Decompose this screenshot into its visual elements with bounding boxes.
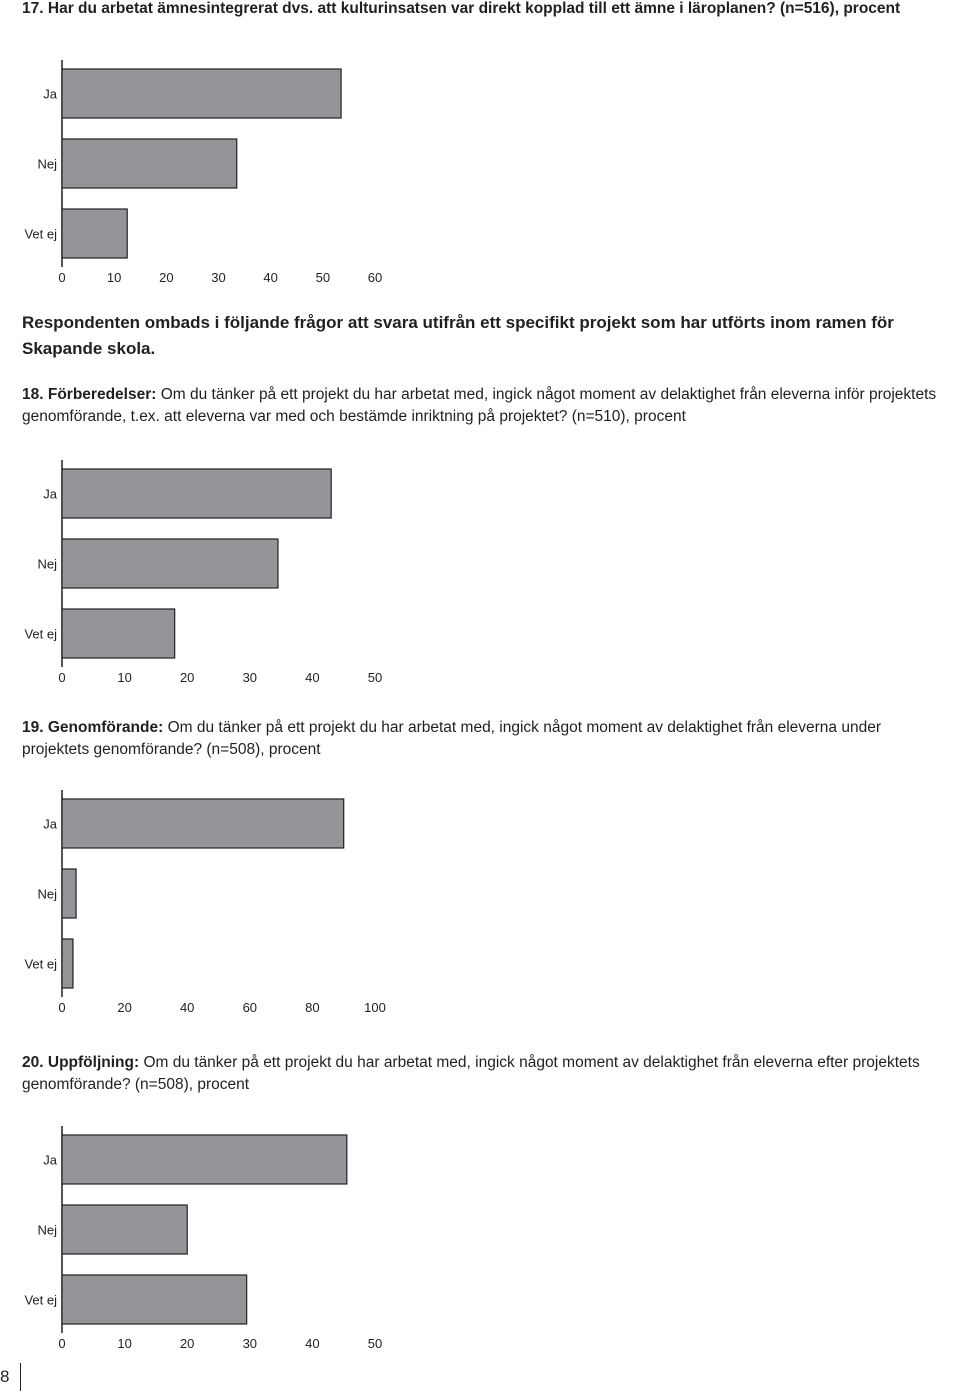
x-tick-label-30: 30 (243, 1336, 257, 1351)
question-20-title: 20. Uppföljning: Om du tänker på ett pro… (22, 1052, 952, 1096)
x-tick-label-20: 20 (180, 670, 194, 685)
question-19-text: Om du tänker på ett projekt du har arbet… (22, 719, 882, 758)
bar-vet-ej (61, 608, 176, 659)
category-label-ja: Ja (43, 87, 58, 102)
x-tick-label-50: 50 (316, 270, 330, 285)
x-tick-label-60: 60 (368, 270, 382, 285)
chart-q20-svg: Ja Nej Vet ej 0 10 20 30 40 50 (24, 1126, 382, 1351)
x-tick-label-20: 20 (117, 1000, 131, 1015)
bar-ja (61, 1134, 348, 1185)
chart-q19: Ja Nej Vet ej 0 20 40 60 80 100 (0, 780, 960, 1020)
category-label-nej: Nej (37, 887, 57, 902)
chart-q17-svg: Ja Nej Vet ej 0 10 20 30 40 50 60 (24, 60, 382, 285)
x-tick-label-10: 10 (107, 270, 121, 285)
bar-vet-ej (61, 208, 128, 259)
x-tick-label-20: 20 (180, 1336, 194, 1351)
x-tick-label-50: 50 (368, 670, 382, 685)
x-tick-label-30: 30 (211, 270, 225, 285)
x-tick-label-20: 20 (159, 270, 173, 285)
bar-nej (61, 1204, 188, 1255)
bar-ja (61, 68, 342, 119)
x-tick-label-0: 0 (58, 1336, 65, 1351)
question-18-heading: Förberedelser: (47, 386, 157, 403)
x-tick-label-0: 0 (58, 1000, 65, 1015)
category-label-ja: Ja (43, 817, 58, 832)
x-tick-label-80: 80 (305, 1000, 319, 1015)
question-20-heading: Uppföljning: (47, 1054, 140, 1071)
bar-nej (61, 868, 77, 919)
question-19-number: 19. (22, 719, 44, 736)
question-18-number: 18. (22, 386, 44, 403)
x-tick-label-40: 40 (180, 1000, 194, 1015)
category-label-vet-ej: Vet ej (24, 957, 57, 972)
category-label-ja: Ja (43, 487, 58, 502)
question-19-heading: Genomförande: (47, 719, 164, 736)
question-18-text: Om du tänker på ett projekt du har arbet… (22, 386, 937, 425)
chart-q18-svg: Ja Nej Vet ej 0 10 20 30 40 50 (24, 460, 382, 685)
question-17-heading: Har du arbetat ämnesintegrerat dvs. att … (47, 0, 901, 17)
x-tick-label-30: 30 (243, 670, 257, 685)
bar-vet-ej (61, 1274, 248, 1325)
intro-text: Respondenten ombads i följande frågor at… (22, 313, 894, 358)
question-20-number: 20. (22, 1054, 44, 1071)
category-label-ja: Ja (43, 1153, 58, 1168)
category-label-nej: Nej (37, 157, 57, 172)
page-number-rule (20, 1363, 21, 1391)
bar-ja (61, 798, 345, 849)
question-20-text: Om du tänker på ett projekt du har arbet… (22, 1054, 920, 1093)
question-18-title: 18. Förberedelser: Om du tänker på ett p… (22, 384, 952, 428)
x-tick-label-10: 10 (117, 670, 131, 685)
chart-q17: Ja Nej Vet ej 0 10 20 30 40 50 60 (0, 50, 960, 290)
category-label-vet-ej: Vet ej (24, 627, 57, 642)
chart-q18: Ja Nej Vet ej 0 10 20 30 40 50 (0, 450, 960, 690)
chart-q20: Ja Nej Vet ej 0 10 20 30 40 50 (0, 1116, 960, 1356)
x-tick-label-0: 0 (58, 670, 65, 685)
page-number: 8 (0, 1367, 10, 1386)
x-tick-label-40: 40 (263, 270, 277, 285)
x-tick-label-40: 40 (305, 670, 319, 685)
chart-q19-svg: Ja Nej Vet ej 0 20 40 60 80 100 (24, 790, 386, 1015)
x-tick-label-60: 60 (243, 1000, 257, 1015)
bar-ja (61, 468, 332, 519)
question-19-title: 19. Genomförande: Om du tänker på ett pr… (22, 717, 952, 761)
x-tick-label-0: 0 (58, 270, 65, 285)
x-tick-label-10: 10 (117, 1336, 131, 1351)
bar-nej (61, 138, 238, 189)
category-label-vet-ej: Vet ej (24, 1293, 57, 1308)
category-label-vet-ej: Vet ej (24, 227, 57, 242)
category-label-nej: Nej (37, 557, 57, 572)
question-17-title: 17. Har du arbetat ämnesintegrerat dvs. … (22, 0, 952, 20)
question-17-number: 17. (22, 0, 44, 17)
bar-vet-ej (61, 938, 74, 989)
x-tick-label-50: 50 (368, 1336, 382, 1351)
category-label-nej: Nej (37, 1223, 57, 1238)
x-tick-label-40: 40 (305, 1336, 319, 1351)
bar-nej (61, 538, 279, 589)
x-tick-label-100: 100 (364, 1000, 386, 1015)
